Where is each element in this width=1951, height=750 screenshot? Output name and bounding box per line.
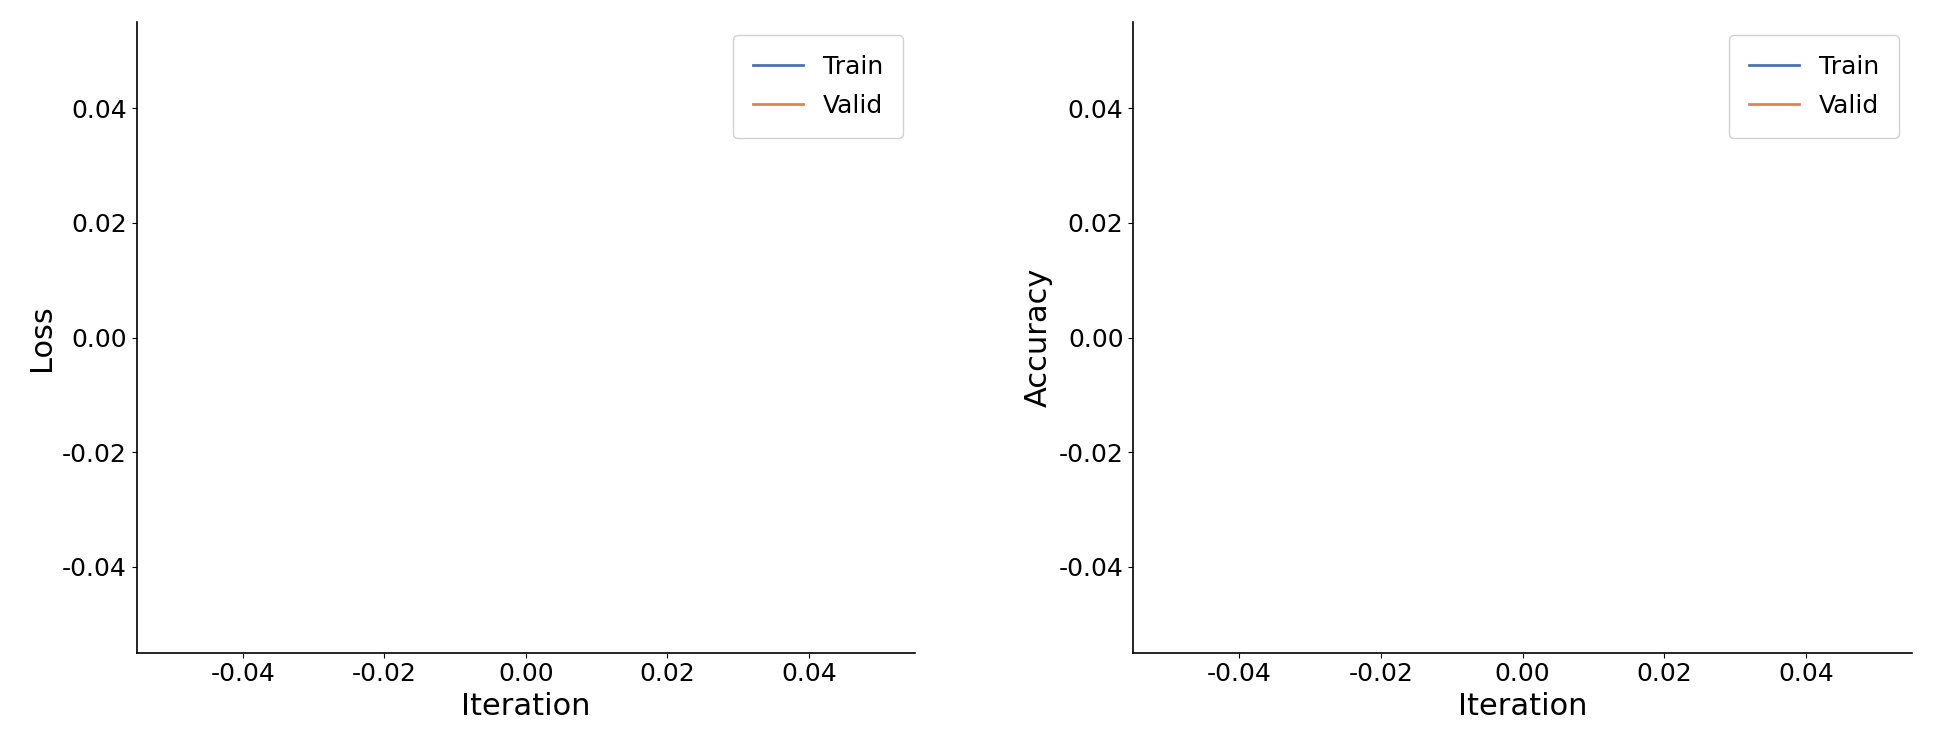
Legend: Train, Valid: Train, Valid bbox=[732, 35, 903, 138]
X-axis label: Iteration: Iteration bbox=[1457, 692, 1588, 721]
Legend: Train, Valid: Train, Valid bbox=[1729, 35, 1900, 138]
Y-axis label: Accuracy: Accuracy bbox=[1024, 268, 1054, 407]
X-axis label: Iteration: Iteration bbox=[460, 692, 591, 721]
Y-axis label: Loss: Loss bbox=[27, 304, 57, 371]
